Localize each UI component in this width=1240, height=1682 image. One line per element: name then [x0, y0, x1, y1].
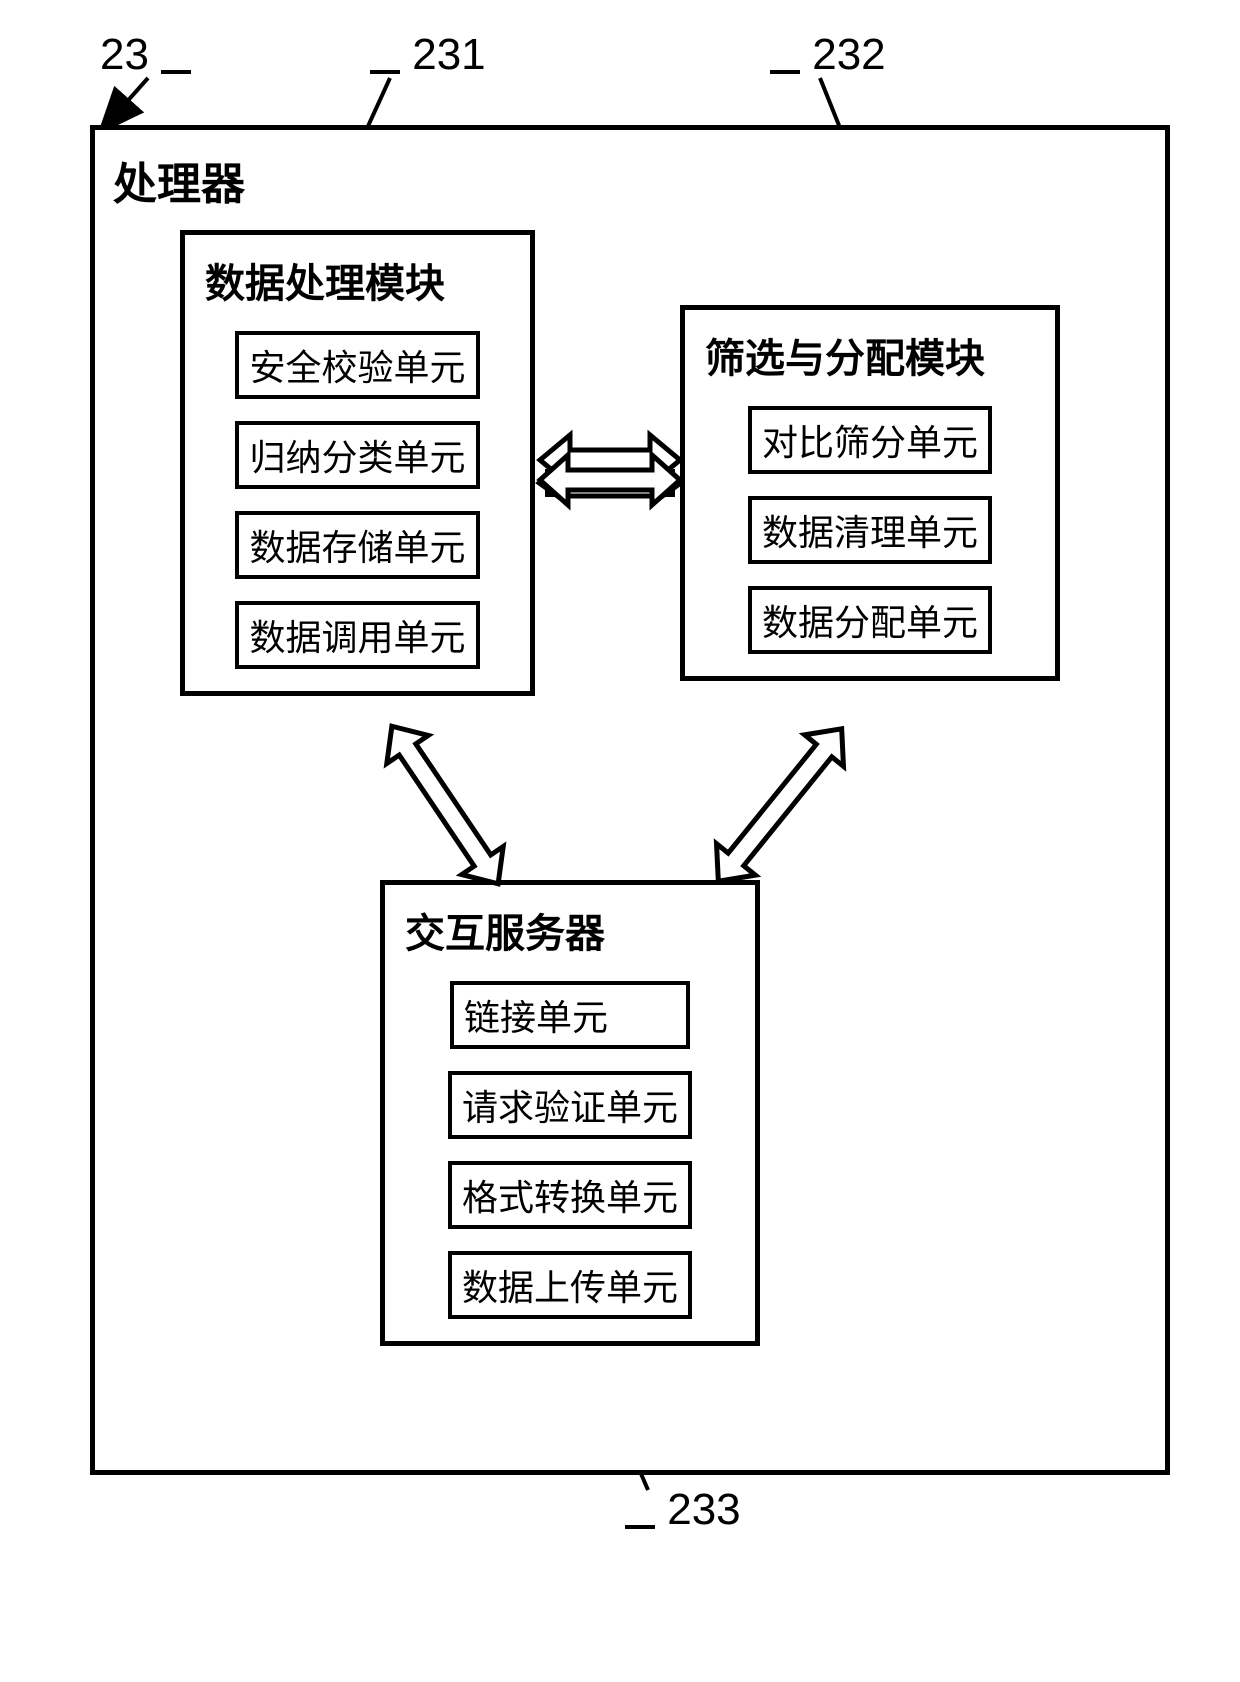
double-arrows: [50, 30, 1240, 1630]
dbl-arrow-13: [371, 712, 519, 897]
dbl-arrow-23: [699, 713, 861, 897]
diagram-root: 23 231 232 233 处理器 数据处理模块 安全校验单元 归纳分类单元 …: [50, 30, 1180, 1630]
